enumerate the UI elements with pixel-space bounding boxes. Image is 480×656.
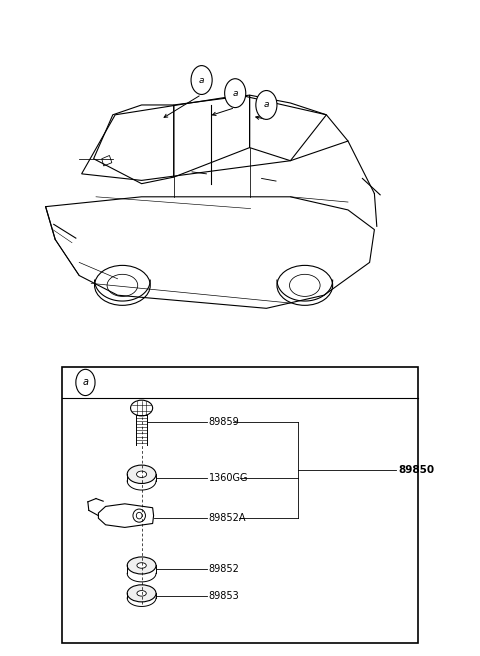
Text: 1360GG: 1360GG	[209, 472, 248, 483]
Ellipse shape	[137, 590, 146, 596]
Ellipse shape	[127, 585, 156, 602]
Circle shape	[225, 79, 246, 108]
Text: 89850: 89850	[398, 465, 434, 475]
Ellipse shape	[127, 465, 156, 483]
Ellipse shape	[136, 471, 147, 478]
Text: 89859: 89859	[209, 417, 240, 427]
Circle shape	[191, 66, 212, 94]
Ellipse shape	[127, 557, 156, 574]
Circle shape	[76, 369, 95, 396]
Ellipse shape	[137, 563, 146, 568]
Text: 89852A: 89852A	[209, 513, 246, 523]
Text: a: a	[83, 377, 88, 388]
Bar	[62, 367, 418, 643]
Text: a: a	[232, 89, 238, 98]
Circle shape	[256, 91, 277, 119]
Text: 89853: 89853	[209, 590, 240, 601]
Text: a: a	[264, 100, 269, 110]
Text: a: a	[199, 75, 204, 85]
Text: 89852: 89852	[209, 564, 240, 575]
